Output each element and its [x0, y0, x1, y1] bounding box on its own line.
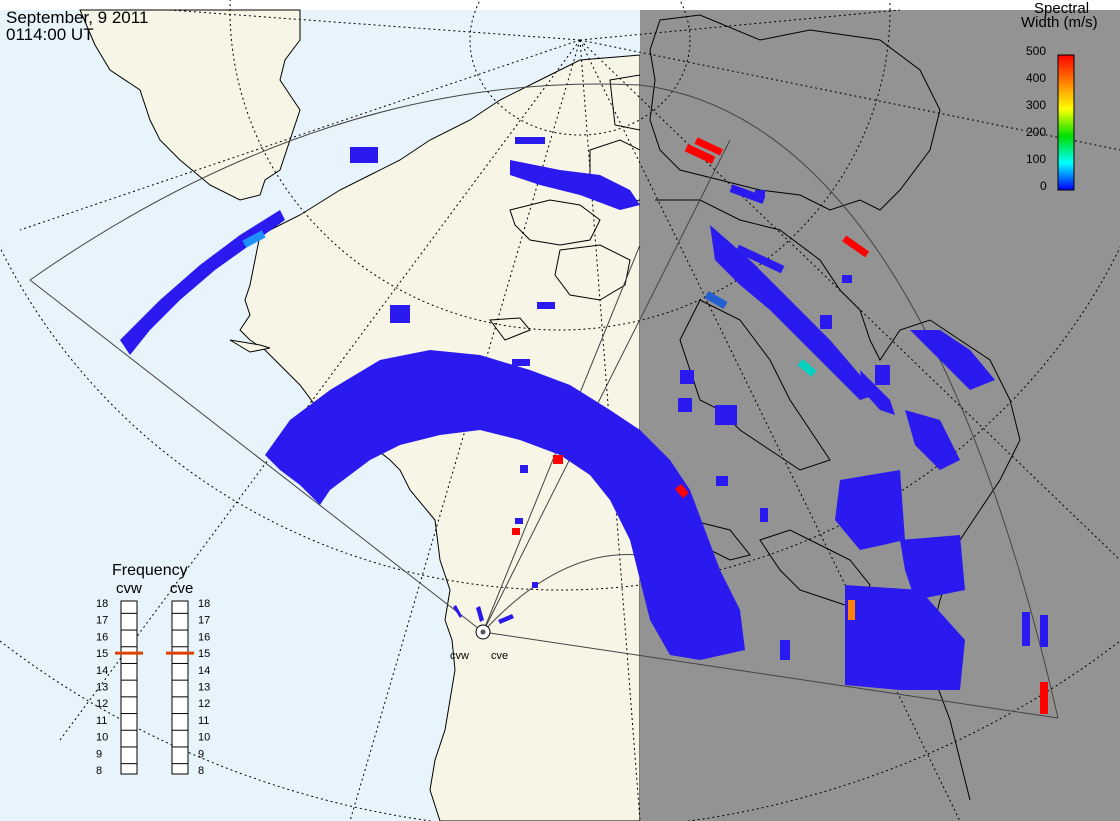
frequency-tick-label: 17	[198, 615, 210, 627]
frequency-tick-label: 9	[198, 748, 204, 760]
frequency-tick-label: 16	[198, 631, 210, 643]
high-width-echoes	[242, 137, 1048, 714]
colorbar-tick-200: 200	[1026, 125, 1046, 139]
colorbar-tick-500: 500	[1026, 44, 1046, 58]
frequency-tick-label: 8	[96, 765, 102, 777]
radar-echoes	[120, 137, 1048, 690]
land-masses	[79, 9, 641, 821]
colorbar-title-line1: Spectral	[1034, 0, 1089, 17]
frequency-tick-label: 11	[96, 715, 107, 727]
frequency-tick-label: 9	[96, 748, 102, 760]
frequency-tick-label: 16	[96, 631, 108, 643]
radar-fov-outline	[29, 83, 1059, 719]
radar-site-dot	[480, 629, 486, 635]
frequency-tick-label: 15	[96, 648, 108, 660]
site-label-cve: cve	[491, 650, 508, 662]
colorbar-tick-100: 100	[1026, 152, 1046, 166]
frequency-tick-label: 12	[96, 698, 108, 710]
frequency-scale-cvw	[120, 600, 138, 775]
colorbar-tick-400: 400	[1026, 71, 1046, 85]
frequency-tick-label: 18	[198, 598, 210, 610]
frequency-radar-cvw: cvw	[116, 580, 142, 597]
date-label: September, 9 2011	[6, 8, 149, 27]
frequency-tick-label: 13	[96, 682, 108, 694]
frequency-tick-label: 18	[96, 598, 108, 610]
frequency-panel: Frequency cvw cve 18 17 16 15 14 13 12 11 10 9 8 18…	[96, 562, 210, 777]
frequency-tick-label: 15	[198, 648, 210, 660]
frequency-tick-label: 17	[96, 615, 108, 627]
frequency-tick-label: 10	[96, 732, 108, 744]
colorbar-tick-0: 0	[1040, 179, 1047, 193]
frequency-tick-label: 10	[198, 732, 210, 744]
colorbar-gradient	[1057, 54, 1075, 191]
frequency-title: Frequency	[112, 562, 188, 579]
frequency-tick-label: 14	[198, 665, 210, 677]
frequency-tick-label: 14	[96, 665, 108, 677]
frequency-tick-label: 12	[198, 698, 210, 710]
frequency-scale-cve	[171, 600, 189, 775]
time-label: 0114:00 UT	[6, 25, 94, 44]
frequency-radar-cve: cve	[170, 580, 193, 597]
frequency-tick-label: 11	[198, 715, 209, 727]
colorbar-title-line2: Width (m/s)	[1021, 14, 1098, 31]
frequency-tick-label: 13	[198, 682, 210, 694]
site-label-cvw: cvw	[450, 650, 469, 662]
colorbar-tick-300: 300	[1026, 98, 1046, 112]
colorbar: Spectral Width (m/s) 500 400 300 200 100…	[1021, 0, 1098, 193]
frequency-tick-label: 8	[198, 765, 204, 777]
